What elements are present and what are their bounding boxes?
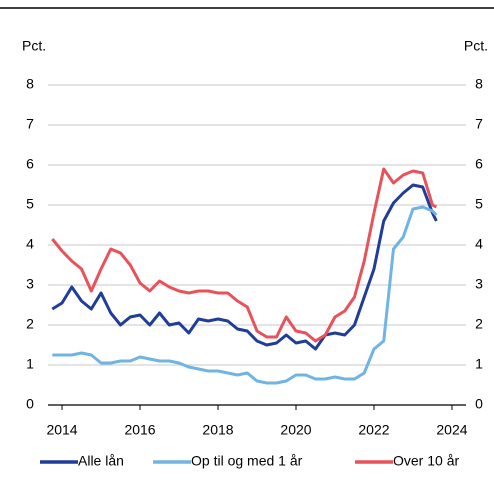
legend-label: Alle lån bbox=[78, 453, 124, 469]
y2-axis-label: Pct. bbox=[464, 38, 488, 54]
x-tick-label: 2018 bbox=[202, 422, 233, 438]
y2-tick-label: 4 bbox=[475, 236, 483, 252]
x-tick-label: 2024 bbox=[436, 422, 467, 438]
y2-tick-label: 3 bbox=[475, 276, 483, 292]
y2-tick-label: 6 bbox=[475, 156, 483, 172]
legend-label: Over 10 år bbox=[393, 453, 459, 469]
series-line bbox=[51, 167, 438, 343]
y2-tick-label: 2 bbox=[475, 316, 483, 332]
y-tick-label: 0 bbox=[26, 396, 34, 412]
y-tick-label: 2 bbox=[26, 316, 34, 332]
y-tick-label: 8 bbox=[26, 76, 34, 92]
y2-tick-label: 8 bbox=[475, 76, 483, 92]
series-line bbox=[51, 183, 438, 351]
series-line bbox=[52, 205, 438, 385]
y2-tick-label: 1 bbox=[475, 356, 483, 372]
x-tick-label: 2022 bbox=[358, 422, 389, 438]
y-axis-label: Pct. bbox=[22, 38, 46, 54]
y-tick-label: 7 bbox=[26, 116, 34, 132]
x-tick-label: 2016 bbox=[124, 422, 155, 438]
y-tick-label: 5 bbox=[26, 196, 34, 212]
y-tick-label: 6 bbox=[26, 156, 34, 172]
y2-tick-label: 7 bbox=[475, 116, 483, 132]
y2-tick-label: 5 bbox=[475, 196, 483, 212]
y2-tick-label: 0 bbox=[475, 396, 483, 412]
y-tick-label: 4 bbox=[26, 236, 34, 252]
y-tick-label: 1 bbox=[26, 356, 34, 372]
y-tick-label: 3 bbox=[26, 276, 34, 292]
legend-label: Op til og med 1 år bbox=[191, 453, 303, 469]
x-tick-label: 2014 bbox=[46, 422, 77, 438]
x-tick-label: 2020 bbox=[280, 422, 311, 438]
